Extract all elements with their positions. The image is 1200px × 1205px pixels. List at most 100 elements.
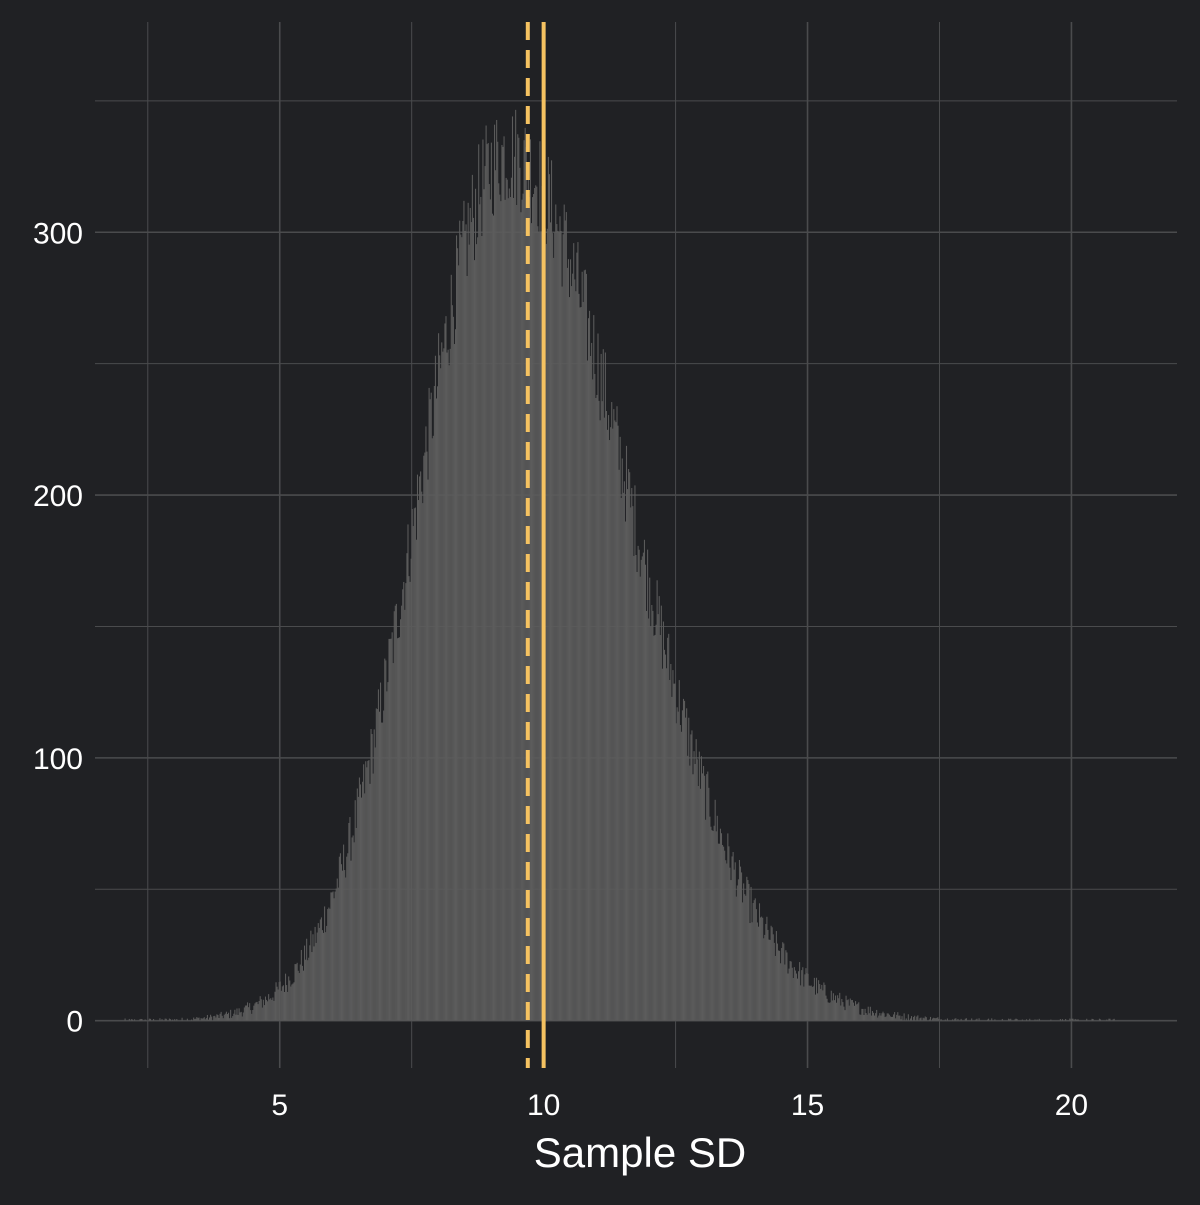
- histogram-bar: [659, 635, 661, 1021]
- histogram-bar: [573, 243, 575, 1021]
- histogram-bar: [864, 1008, 866, 1021]
- histogram-bar: [832, 993, 834, 1021]
- histogram-bar: [803, 986, 805, 1021]
- histogram-bar: [428, 387, 430, 1021]
- histogram-bar: [344, 870, 346, 1021]
- histogram-bar: [766, 916, 768, 1021]
- histogram-bar: [432, 435, 434, 1021]
- histogram-bar: [310, 930, 312, 1021]
- histogram-bar: [909, 1018, 911, 1021]
- histogram-bar: [251, 1013, 253, 1021]
- histogram-bar: [320, 917, 322, 1021]
- histogram-bar: [215, 1017, 217, 1021]
- histogram-bar: [224, 1013, 226, 1021]
- histogram-bar: [424, 452, 426, 1021]
- histogram-bar: [317, 923, 319, 1021]
- histogram-bar: [781, 948, 783, 1021]
- histogram-bar: [1091, 1018, 1093, 1021]
- histogram-bar: [639, 576, 641, 1021]
- histogram-bar: [572, 273, 574, 1021]
- histogram-bar: [852, 1002, 854, 1021]
- histogram-bar: [342, 870, 344, 1021]
- histogram-bar: [422, 503, 424, 1021]
- histogram-bar: [709, 816, 711, 1021]
- histogram-bar: [621, 458, 623, 1021]
- histogram-bar: [198, 1017, 200, 1021]
- histogram-bar: [463, 200, 465, 1021]
- histogram-bar: [475, 188, 477, 1021]
- histogram-bar: [773, 942, 775, 1021]
- histogram-bar: [867, 1006, 869, 1021]
- histogram-bar: [900, 1019, 902, 1021]
- histogram-bar: [530, 223, 533, 1021]
- histogram-bar: [661, 668, 663, 1021]
- histogram-bar: [631, 488, 633, 1021]
- histogram-bar: [451, 305, 453, 1021]
- histogram-bar: [658, 596, 660, 1021]
- histogram-bar: [741, 872, 743, 1021]
- histogram-bar: [593, 315, 595, 1021]
- histogram-bar: [196, 1017, 198, 1021]
- histogram-bar: [225, 1011, 227, 1021]
- histogram-bar: [243, 1007, 245, 1021]
- histogram-bar: [469, 207, 471, 1021]
- histogram-bar: [283, 991, 286, 1021]
- histogram-bar: [301, 965, 303, 1021]
- histogram-bar: [391, 632, 393, 1021]
- histogram-bar: [868, 1013, 870, 1021]
- histogram-bar: [1038, 1018, 1040, 1021]
- histogram-bar: [437, 386, 439, 1021]
- histogram-bar: [800, 985, 802, 1021]
- histogram-bar: [328, 907, 330, 1021]
- histogram-bar: [134, 1019, 136, 1021]
- histogram-bar: [651, 604, 653, 1021]
- histogram-bar: [307, 960, 309, 1021]
- histogram-bar: [487, 143, 489, 1021]
- histogram-bar: [390, 638, 392, 1021]
- y-tick-label: 0: [66, 1006, 83, 1039]
- histogram-bar: [501, 145, 503, 1021]
- histogram-bar: [754, 898, 756, 1021]
- histogram-bar: [340, 864, 343, 1021]
- histogram-bar: [700, 756, 702, 1021]
- histogram-bar: [300, 949, 302, 1021]
- histogram-bar: [813, 977, 815, 1021]
- histogram-bar: [865, 1013, 867, 1021]
- histogram-bar: [837, 995, 839, 1021]
- histogram-bar: [560, 230, 562, 1021]
- histogram-bar: [764, 934, 766, 1021]
- histogram-bar: [522, 193, 524, 1021]
- histogram-bar: [634, 485, 636, 1021]
- histogram-bar: [357, 796, 359, 1021]
- histogram-bar: [433, 385, 435, 1021]
- histogram-bar: [640, 559, 642, 1021]
- histogram-bar: [828, 1002, 830, 1021]
- histogram-bar: [176, 1019, 178, 1021]
- histogram-bar: [782, 942, 784, 1021]
- histogram-bar: [897, 1012, 899, 1021]
- histogram-bar: [282, 985, 284, 1021]
- histogram-bar: [771, 927, 773, 1021]
- histogram-bar: [484, 166, 486, 1021]
- histogram-bar: [804, 974, 806, 1021]
- histogram-bar: [842, 1002, 844, 1021]
- histogram-bar: [807, 973, 809, 1021]
- histogram-bar: [586, 360, 588, 1021]
- histogram-bar: [549, 222, 552, 1021]
- histogram-bar: [356, 788, 358, 1021]
- histogram-bar: [446, 352, 448, 1021]
- histogram-bar: [364, 793, 366, 1021]
- histogram-bar: [376, 709, 378, 1021]
- histogram-bar: [825, 995, 827, 1021]
- histogram-bar: [383, 710, 385, 1021]
- histogram-bar: [355, 827, 357, 1021]
- histogram-bar: [168, 1018, 170, 1021]
- histogram-bar: [321, 930, 324, 1021]
- histogram-bar: [140, 1018, 142, 1021]
- histogram-bar: [723, 846, 725, 1021]
- histogram-bar: [971, 1018, 973, 1021]
- histogram-bar: [830, 990, 832, 1021]
- histogram-bar: [632, 506, 634, 1021]
- histogram-bar: [686, 708, 688, 1021]
- histogram-bar: [289, 980, 291, 1021]
